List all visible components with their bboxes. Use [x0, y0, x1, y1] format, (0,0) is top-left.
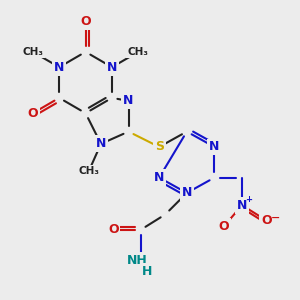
Text: N: N	[237, 199, 247, 212]
Text: N: N	[209, 140, 220, 153]
Text: N: N	[123, 94, 134, 107]
Text: O: O	[80, 15, 91, 28]
Text: +: +	[244, 195, 252, 204]
Text: O: O	[218, 220, 229, 233]
Text: −: −	[271, 212, 280, 223]
Text: N: N	[154, 171, 164, 184]
Text: O: O	[108, 223, 119, 236]
Text: N: N	[54, 61, 64, 74]
Text: O: O	[261, 214, 272, 227]
Text: NH: NH	[128, 254, 148, 267]
Text: H: H	[142, 265, 153, 278]
Text: CH₃: CH₃	[78, 167, 99, 176]
Text: S: S	[155, 140, 164, 153]
Text: N: N	[107, 61, 117, 74]
Text: N: N	[96, 137, 106, 150]
Text: O: O	[28, 107, 38, 120]
Text: CH₃: CH₃	[22, 47, 43, 57]
Text: CH₃: CH₃	[128, 47, 149, 57]
Text: N: N	[182, 186, 192, 200]
